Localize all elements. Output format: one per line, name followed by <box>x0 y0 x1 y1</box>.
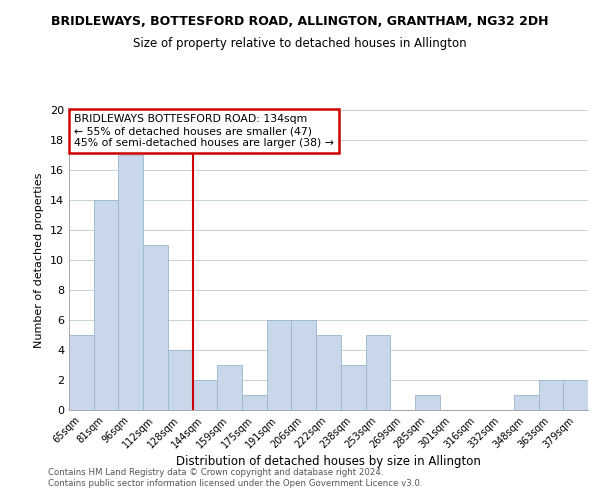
Bar <box>292 320 316 410</box>
Y-axis label: Number of detached properties: Number of detached properties <box>34 172 44 348</box>
Text: Contains HM Land Registry data © Crown copyright and database right 2024.
Contai: Contains HM Land Registry data © Crown c… <box>48 468 422 487</box>
Bar <box>316 335 341 410</box>
Bar <box>242 395 267 410</box>
Bar <box>168 350 193 410</box>
Bar <box>267 320 292 410</box>
Bar <box>118 155 143 410</box>
Bar <box>415 395 440 410</box>
Bar <box>193 380 217 410</box>
Bar <box>365 335 390 410</box>
Bar <box>143 245 168 410</box>
Text: BRIDLEWAYS BOTTESFORD ROAD: 134sqm
← 55% of detached houses are smaller (47)
45%: BRIDLEWAYS BOTTESFORD ROAD: 134sqm ← 55%… <box>74 114 334 148</box>
Text: Size of property relative to detached houses in Allington: Size of property relative to detached ho… <box>133 38 467 51</box>
Bar <box>539 380 563 410</box>
Bar <box>341 365 365 410</box>
Text: BRIDLEWAYS, BOTTESFORD ROAD, ALLINGTON, GRANTHAM, NG32 2DH: BRIDLEWAYS, BOTTESFORD ROAD, ALLINGTON, … <box>51 15 549 28</box>
Bar <box>563 380 588 410</box>
Bar <box>217 365 242 410</box>
Bar <box>514 395 539 410</box>
X-axis label: Distribution of detached houses by size in Allington: Distribution of detached houses by size … <box>176 456 481 468</box>
Bar <box>69 335 94 410</box>
Bar <box>94 200 118 410</box>
